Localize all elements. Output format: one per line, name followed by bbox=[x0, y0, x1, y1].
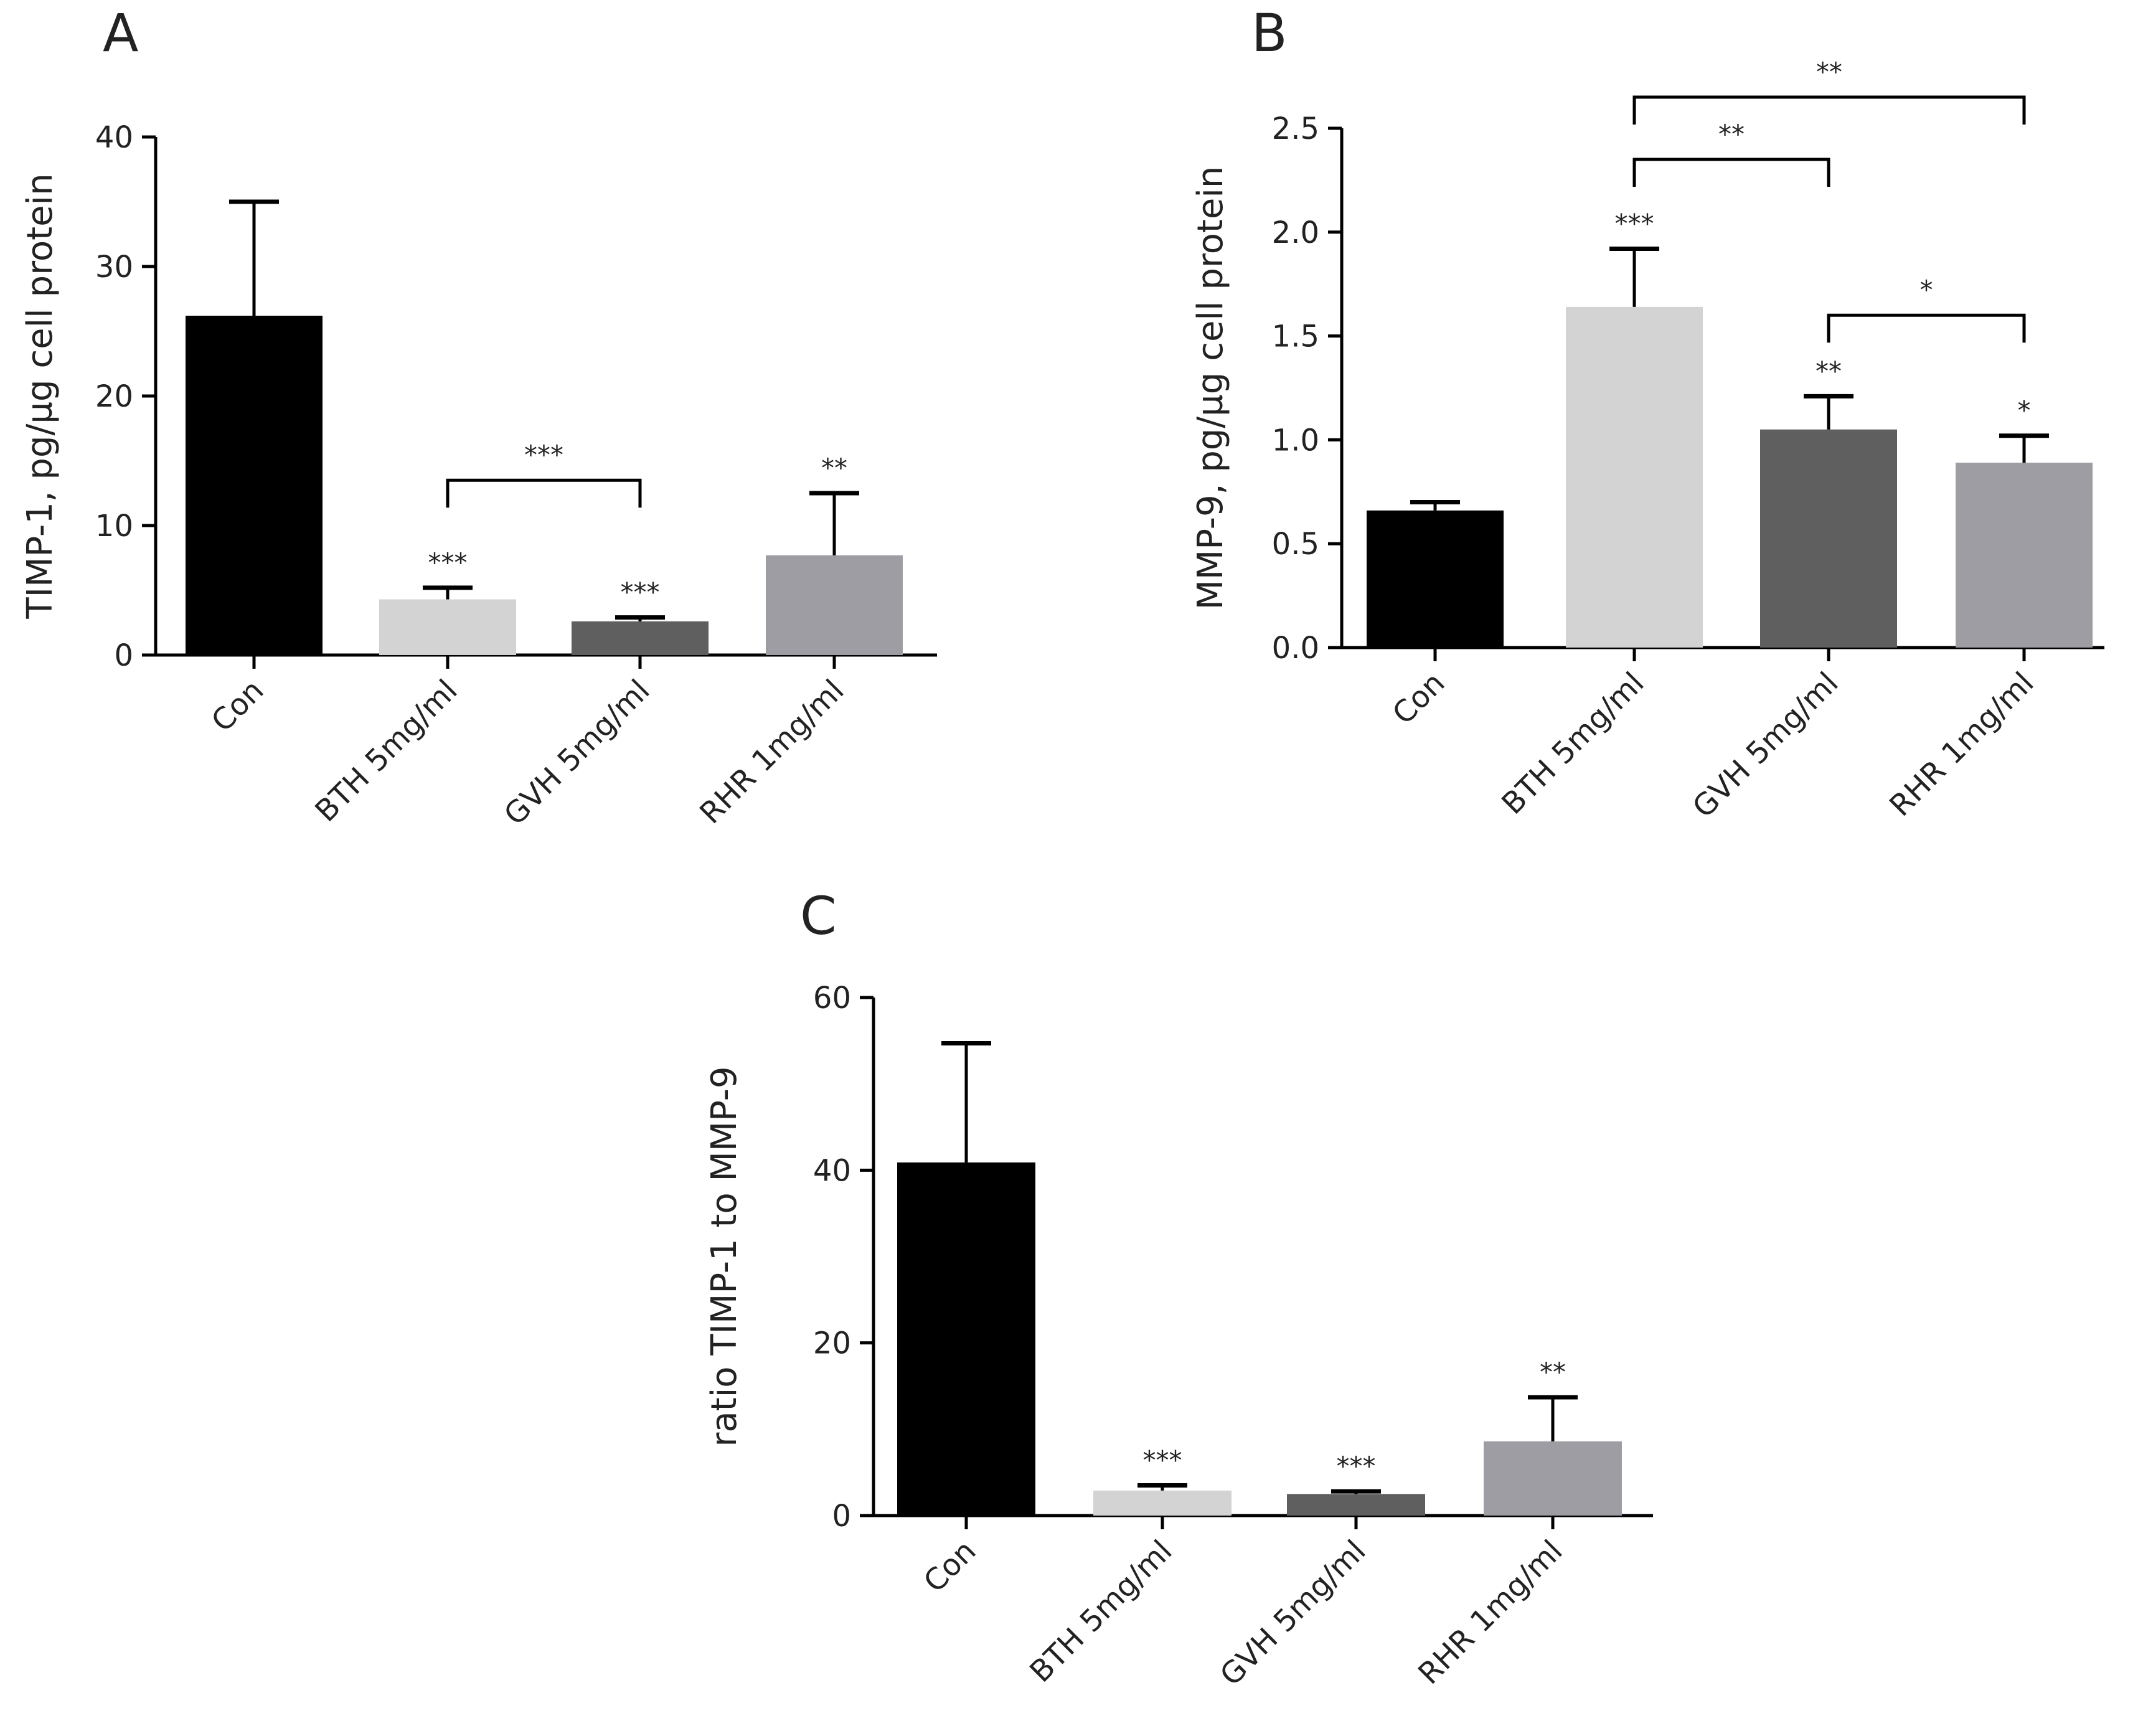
chart-panel-A: A 0 10 20 30 40 TIMP-1, pg/µg cell protein Con B… bbox=[20, 2, 937, 832]
x-tick-label: GVH 5mg/ml bbox=[497, 673, 657, 833]
bar-rhr bbox=[766, 555, 903, 655]
y-tick-label: 1.5 bbox=[1272, 319, 1319, 354]
panel-letter: B bbox=[1251, 2, 1288, 64]
comparison-label: *** bbox=[524, 440, 563, 470]
comparison-bracket bbox=[446, 478, 642, 508]
comparison-label: ** bbox=[1718, 119, 1745, 149]
significance-mark: *** bbox=[1615, 208, 1654, 238]
y-tick-label: 30 bbox=[95, 250, 133, 285]
chart-panel-C: C 0 20 40 60 ratio TIMP-1 to MMP-9 Con BTH 5mg/… bbox=[704, 885, 1653, 1692]
bar-con bbox=[897, 1162, 1035, 1516]
x-tick-label: RHR 1mg/ml bbox=[693, 673, 850, 831]
y-tick-label: 1.0 bbox=[1272, 423, 1319, 458]
bar-con bbox=[1367, 510, 1504, 648]
x-tick-label: BTH 5mg/ml bbox=[1495, 666, 1651, 821]
bar-bth bbox=[379, 599, 516, 655]
y-tick-label: 20 bbox=[95, 379, 133, 414]
x-tick-label: GVH 5mg/ml bbox=[1686, 666, 1845, 825]
bar-bth bbox=[1566, 306, 1703, 648]
x-tick-label: RHR 1mg/ml bbox=[1411, 1534, 1569, 1691]
bar-rhr bbox=[1484, 1441, 1622, 1516]
comparison-bracket bbox=[1632, 95, 2026, 125]
significance-mark: *** bbox=[428, 547, 468, 578]
y-tick-label: 40 bbox=[95, 120, 133, 155]
bar-rhr bbox=[1956, 463, 2093, 648]
x-tick-label: GVH 5mg/ml bbox=[1213, 1534, 1373, 1693]
x-tick-label: Con bbox=[917, 1534, 983, 1600]
comparison-label: ** bbox=[1816, 57, 1842, 87]
panel-letter: C bbox=[800, 885, 837, 946]
bar-bth bbox=[1093, 1490, 1232, 1516]
y-tick-label: 0 bbox=[114, 638, 133, 673]
x-tick-label: BTH 5mg/ml bbox=[308, 673, 464, 829]
significance-mark: * bbox=[2018, 395, 2031, 426]
panel-letter: A bbox=[103, 2, 138, 64]
bar-gvh bbox=[1287, 1494, 1425, 1516]
y-tick-label: 0 bbox=[832, 1499, 851, 1534]
comparison-label: * bbox=[1920, 275, 1933, 305]
significance-mark: *** bbox=[621, 577, 660, 608]
y-tick-label: 20 bbox=[813, 1326, 851, 1361]
x-tick-label: Con bbox=[205, 673, 271, 739]
significance-mark: ** bbox=[1540, 1357, 1566, 1387]
bar-con bbox=[186, 316, 323, 655]
significance-mark: ** bbox=[821, 453, 847, 483]
chart-panel-B: B 0.0 0.5 1.0 1.5 2.0 2.5 MMP-9, pg/µg cell pro… bbox=[1190, 2, 2104, 824]
y-axis-title: TIMP-1, pg/µg cell protein bbox=[20, 173, 60, 619]
y-tick-label: 2.0 bbox=[1272, 215, 1319, 250]
y-tick-label: 60 bbox=[813, 981, 851, 1016]
comparison-bracket bbox=[1632, 158, 1830, 187]
x-tick-label: RHR 1mg/ml bbox=[1883, 666, 2040, 823]
y-tick-label: 40 bbox=[813, 1153, 851, 1188]
bar-gvh bbox=[572, 621, 709, 655]
x-tick-label: BTH 5mg/ml bbox=[1023, 1534, 1179, 1689]
significance-mark: ** bbox=[1816, 356, 1842, 386]
y-axis-title: ratio TIMP-1 to MMP-9 bbox=[704, 1066, 745, 1446]
y-axis-title: MMP-9, pg/µg cell protein bbox=[1190, 166, 1231, 610]
y-tick-label: 0.0 bbox=[1272, 631, 1319, 666]
significance-mark: *** bbox=[1337, 1451, 1376, 1481]
y-tick-label: 2.5 bbox=[1272, 111, 1319, 146]
y-tick-label: 0.5 bbox=[1272, 527, 1319, 562]
bar-gvh bbox=[1760, 429, 1897, 648]
comparison-bracket bbox=[1827, 313, 2026, 343]
significance-mark: *** bbox=[1143, 1445, 1182, 1475]
y-tick-label: 10 bbox=[95, 509, 133, 544]
x-tick-label: Con bbox=[1386, 666, 1452, 732]
